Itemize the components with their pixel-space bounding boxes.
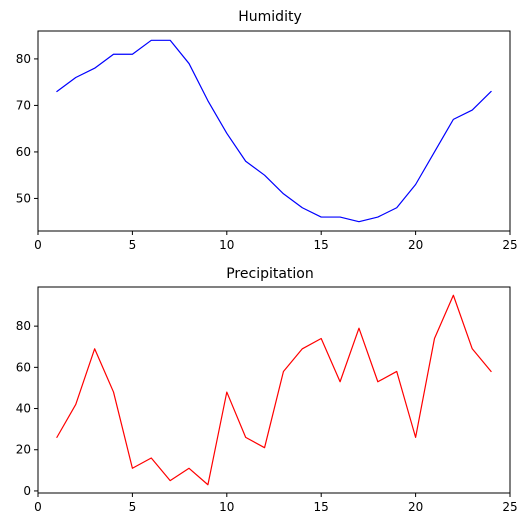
humidity-data-point bbox=[112, 53, 115, 56]
humidity-data-point bbox=[55, 90, 58, 93]
humidity-data-point bbox=[414, 183, 417, 186]
precipitation-x-tick-label: 5 bbox=[129, 500, 137, 514]
precipitation-data-point bbox=[282, 370, 285, 373]
humidity-data-point bbox=[74, 76, 77, 79]
humidity-data-point bbox=[395, 206, 398, 209]
humidity-data-point bbox=[93, 67, 96, 70]
humidity-data-point bbox=[188, 62, 191, 65]
precipitation-data-point bbox=[112, 391, 115, 394]
humidity-y-tick-label: 50 bbox=[16, 191, 31, 205]
precipitation-chart: Precipitation 0 5 10 15 20 25 0 20 40 60 80 bbox=[16, 266, 518, 514]
precipitation-x-tick-label: 15 bbox=[314, 500, 329, 514]
humidity-data-point bbox=[131, 53, 134, 56]
precipitation-axis-ticks: 0 5 10 15 20 25 0 20 40 60 80 bbox=[16, 319, 518, 514]
precipitation-data-point bbox=[376, 380, 379, 383]
humidity-data-point bbox=[244, 160, 247, 163]
humidity-data-point bbox=[263, 174, 266, 177]
humidity-series-line bbox=[56, 39, 492, 223]
precipitation-data-point bbox=[188, 467, 191, 470]
precipitation-data-point bbox=[433, 337, 436, 340]
humidity-data-point bbox=[376, 216, 379, 219]
precipitation-data-point bbox=[490, 370, 493, 373]
humidity-data-point bbox=[320, 216, 323, 219]
precipitation-data-points bbox=[55, 294, 492, 487]
humidity-data-point bbox=[339, 216, 342, 219]
precipitation-y-tick-label: 60 bbox=[16, 360, 31, 374]
humidity-data-point bbox=[150, 39, 153, 42]
precipitation-data-point bbox=[169, 479, 172, 482]
precipitation-data-point bbox=[244, 436, 247, 439]
precipitation-x-tick-label: 20 bbox=[408, 500, 423, 514]
humidity-plot-frame bbox=[37, 30, 511, 232]
precipitation-data-point bbox=[74, 403, 77, 406]
humidity-data-point bbox=[301, 206, 304, 209]
precipitation-data-point bbox=[471, 347, 474, 350]
precipitation-data-point bbox=[225, 391, 228, 394]
precipitation-chart-title: Precipitation bbox=[226, 266, 314, 282]
humidity-y-tick-label: 80 bbox=[16, 52, 31, 66]
humidity-x-tick-label: 0 bbox=[34, 238, 42, 252]
humidity-data-point bbox=[471, 109, 474, 112]
precipitation-data-point bbox=[301, 347, 304, 350]
humidity-x-tick-label: 25 bbox=[502, 238, 517, 252]
humidity-data-point bbox=[282, 192, 285, 195]
humidity-chart: Humidity 0 5 10 15 20 25 50 60 70 80 bbox=[16, 9, 518, 252]
humidity-data-point bbox=[169, 39, 172, 42]
humidity-chart-title: Humidity bbox=[238, 9, 301, 25]
precipitation-y-tick-label: 20 bbox=[16, 443, 31, 457]
precipitation-data-point bbox=[339, 380, 342, 383]
humidity-x-tick-label: 5 bbox=[129, 238, 137, 252]
humidity-x-tick-label: 10 bbox=[219, 238, 234, 252]
precipitation-data-point bbox=[395, 370, 398, 373]
precipitation-data-point bbox=[131, 467, 134, 470]
precipitation-data-point bbox=[150, 456, 153, 459]
precipitation-data-point bbox=[206, 483, 209, 486]
precipitation-y-tick-label: 0 bbox=[23, 484, 31, 498]
humidity-data-point bbox=[225, 132, 228, 135]
precipitation-data-point bbox=[93, 347, 96, 350]
humidity-x-tick-label: 15 bbox=[314, 238, 329, 252]
precipitation-series-line bbox=[56, 294, 492, 486]
humidity-data-point bbox=[452, 118, 455, 121]
humidity-y-tick-label: 60 bbox=[16, 145, 31, 159]
precipitation-data-point bbox=[263, 446, 266, 449]
precipitation-x-tick-label: 0 bbox=[34, 500, 42, 514]
precipitation-y-tick-label: 80 bbox=[16, 319, 31, 333]
precipitation-data-point bbox=[357, 327, 360, 330]
humidity-data-point bbox=[357, 220, 360, 223]
precipitation-plot-frame bbox=[37, 286, 511, 494]
humidity-data-points bbox=[55, 39, 492, 223]
precipitation-data-point bbox=[320, 337, 323, 340]
precipitation-y-tick-label: 40 bbox=[16, 402, 31, 416]
humidity-data-point bbox=[433, 150, 436, 153]
humidity-data-point bbox=[490, 90, 493, 93]
precipitation-x-tick-label: 10 bbox=[219, 500, 234, 514]
humidity-data-point bbox=[206, 99, 209, 102]
precipitation-data-point bbox=[452, 294, 455, 297]
humidity-axis-ticks: 0 5 10 15 20 25 50 60 70 80 bbox=[16, 52, 518, 252]
precipitation-x-tick-label: 25 bbox=[502, 500, 517, 514]
precipitation-data-point bbox=[414, 436, 417, 439]
precipitation-data-point bbox=[55, 436, 58, 439]
humidity-x-tick-label: 20 bbox=[408, 238, 423, 252]
humidity-y-tick-label: 70 bbox=[16, 98, 31, 112]
